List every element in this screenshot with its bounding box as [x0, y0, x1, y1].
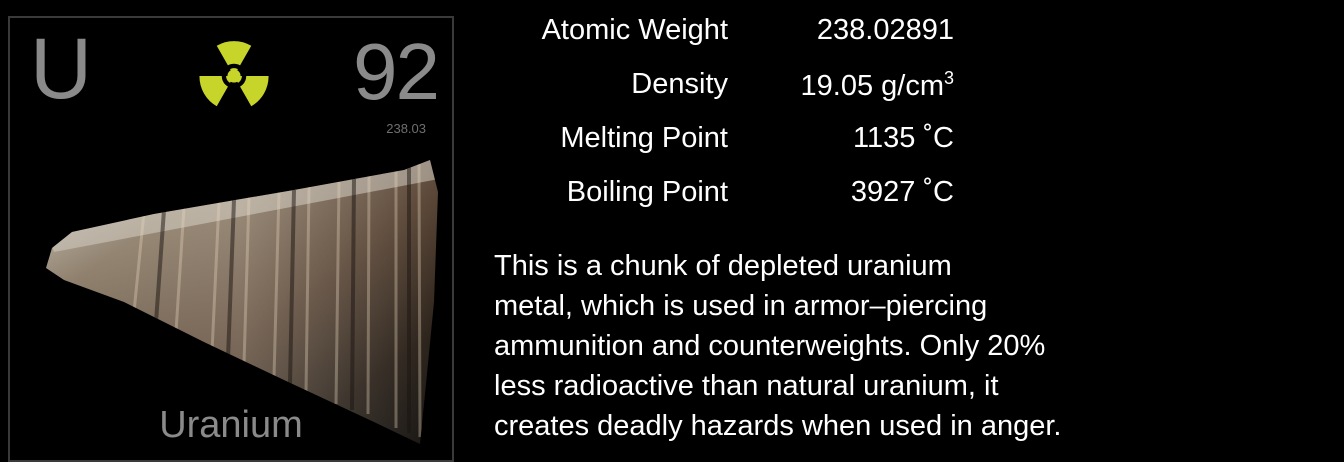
- property-label: Atomic Weight: [541, 14, 728, 46]
- property-label: Density: [631, 68, 728, 100]
- element-name: Uranium: [159, 404, 303, 446]
- property-value: 19.05 g/cm3: [800, 68, 955, 102]
- atomic-number: 92: [353, 27, 440, 116]
- density-unit-exponent: 3: [943, 68, 954, 88]
- description-line: This is a chunk of depleted uranium: [494, 250, 952, 282]
- description-line: less radioactive than natural uranium, i…: [494, 370, 999, 402]
- property-row-melting-point: Melting Point 1135 ˚C: [470, 122, 990, 162]
- property-value: 238.02891: [816, 14, 954, 46]
- uranium-metal-image: [46, 160, 438, 444]
- property-value: 1135 ˚C: [852, 122, 954, 154]
- property-label: Melting Point: [560, 122, 728, 154]
- element-symbol: U: [30, 21, 93, 117]
- tile-atomic-weight: 238.03: [386, 121, 426, 136]
- property-row-boiling-point: Boiling Point 3927 ˚C: [470, 176, 990, 216]
- property-value: 3927 ˚C: [850, 176, 954, 208]
- description-line: metal, which is used in armor–piercing: [494, 290, 988, 322]
- element-tile: U 92 238.03: [8, 16, 454, 462]
- radiation-icon: [199, 41, 269, 107]
- description-line: ammunition and counterweights. Only 20%: [494, 330, 1046, 362]
- element-description: This is a chunk of depleted uranium meta…: [494, 246, 1294, 446]
- property-row-atomic-weight: Atomic Weight 238.02891: [470, 14, 990, 54]
- property-label: Boiling Point: [566, 176, 728, 208]
- property-row-density: Density 19.05 g/cm3: [470, 68, 990, 108]
- description-line: creates deadly hazards when used in ange…: [494, 410, 1062, 442]
